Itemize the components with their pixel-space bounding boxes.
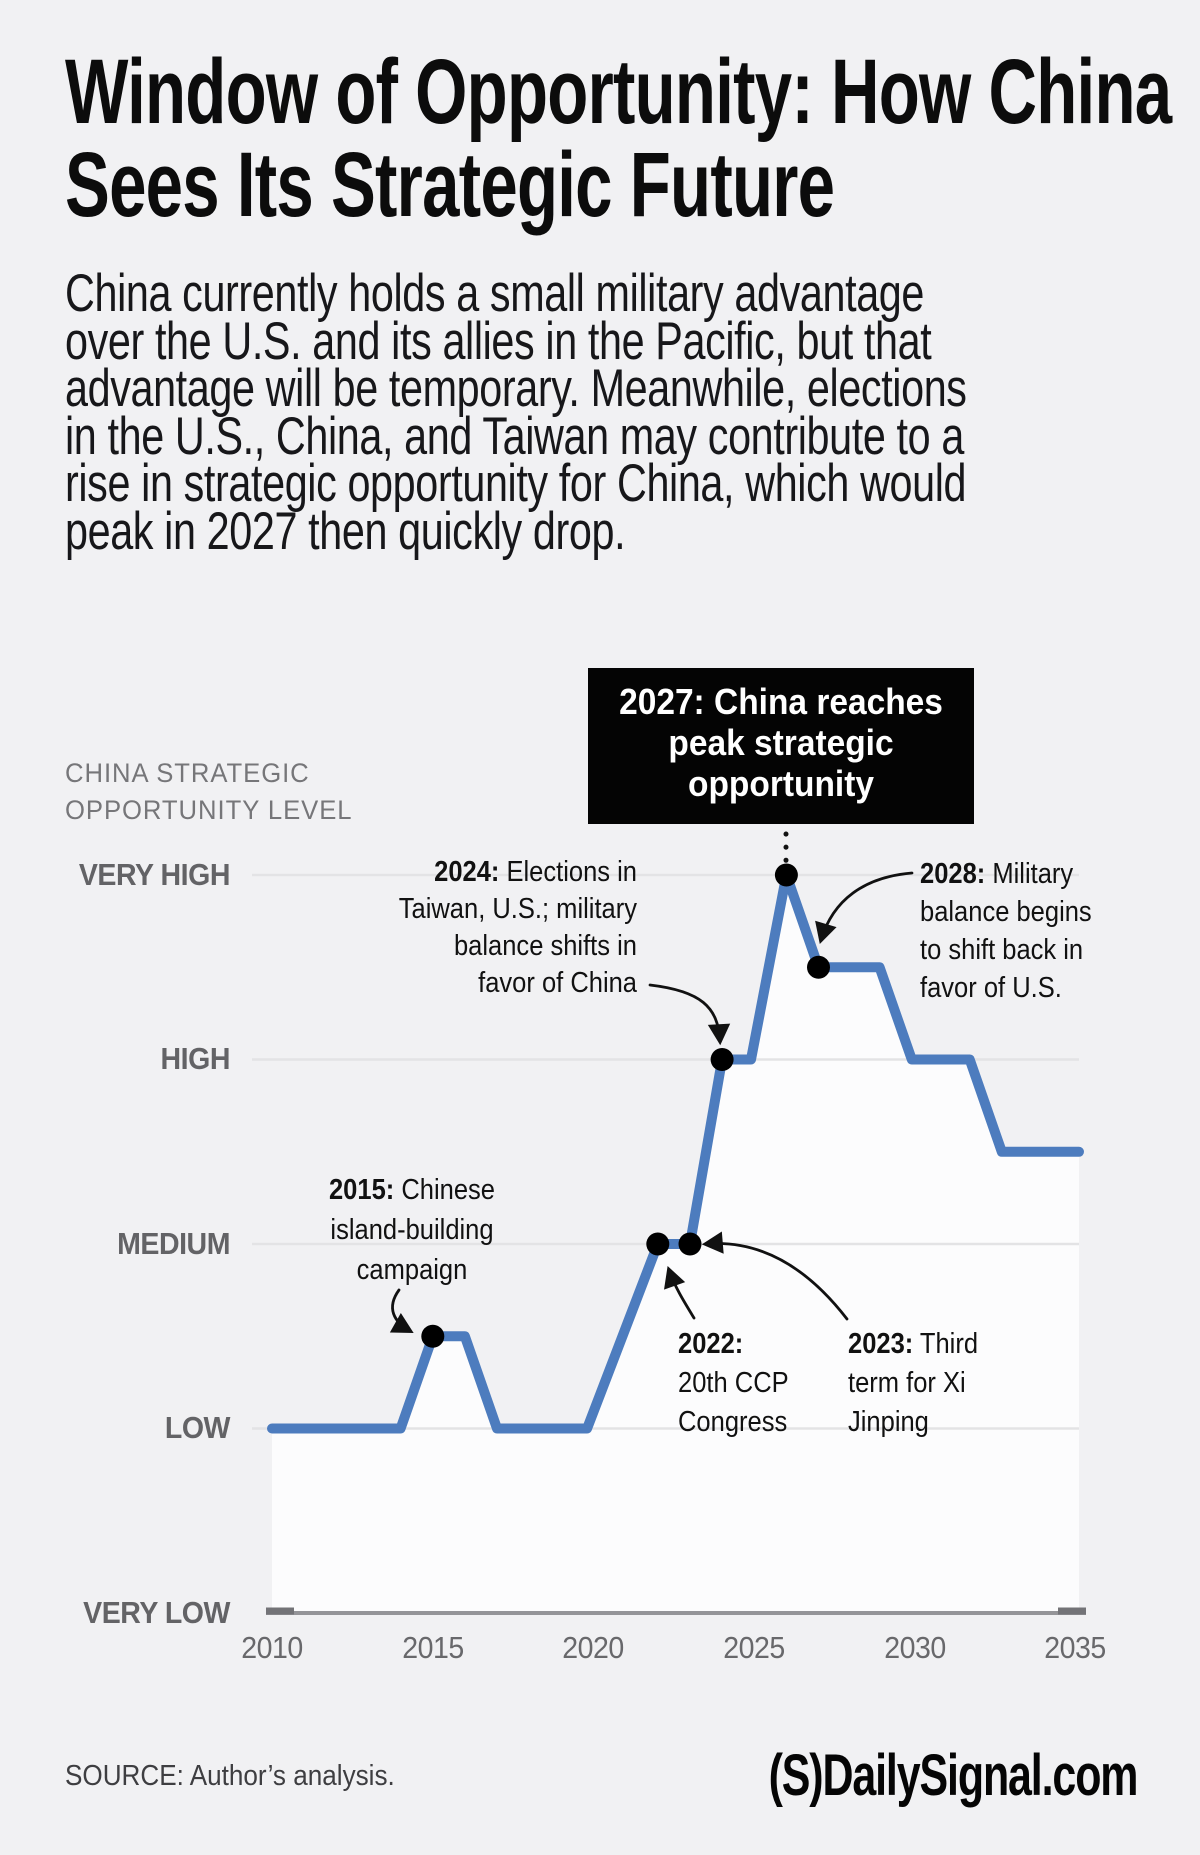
x-axis-line	[266, 1607, 1086, 1615]
x-tick-2020: 2020	[562, 1630, 624, 1665]
intro-line: China currently holds a small military a…	[65, 264, 925, 323]
x-tick-2035: 2035	[1044, 1630, 1106, 1665]
daily-signal-logo-text: DailySignal.com	[822, 1743, 1138, 1808]
callout-year: 2027:	[619, 681, 705, 722]
event-dot	[774, 863, 798, 887]
y-label-medium: MEDIUM	[117, 1226, 230, 1261]
callout-line3: opportunity	[688, 763, 874, 804]
event-dot	[710, 1048, 734, 1071]
event-dots	[421, 863, 830, 1348]
peak-callout-text: 2027: China reaches peak strategic oppor…	[602, 681, 961, 804]
event-dot	[807, 955, 830, 979]
annotation-2028-line3: to shift back in	[920, 934, 1084, 966]
x-tick-2010: 2010	[241, 1630, 303, 1665]
page-title: Window of Opportunity: How China Sees It…	[65, 41, 1172, 236]
page-title-line-2: Sees Its Strategic Future	[65, 134, 835, 236]
x-tick-2015: 2015	[402, 1630, 464, 1665]
annotation-2028-year: 2028:	[920, 858, 986, 890]
callout-line2: peak strategic	[668, 722, 894, 763]
arrow-2028	[815, 871, 914, 945]
annotation-2028: 2028: Military balance begins to shift b…	[920, 855, 1092, 1007]
arrow-2024	[648, 983, 731, 1046]
annotation-2022-line3: Congress	[678, 1406, 788, 1438]
x-tick-2025: 2025	[723, 1630, 785, 1665]
arrow-2015	[389, 1288, 414, 1334]
intro-line: in the U.S., China, and Taiwan may contr…	[65, 406, 964, 466]
annotation-2022-line2: 20th CCP	[678, 1367, 789, 1399]
x-tick-2030: 2030	[884, 1630, 946, 1665]
annotation-2024-line2: Taiwan, U.S.; military	[398, 893, 637, 925]
annotation-2015-year: 2015:	[328, 1174, 395, 1206]
annotation-2023-line3: Jinping	[848, 1406, 929, 1438]
annotation-2023: 2023: Third term for Xi Jinping	[848, 1325, 978, 1442]
y-label-very-high: VERY HIGH	[78, 857, 231, 892]
annotation-2024-line1: Elections in	[499, 856, 637, 888]
callout-line1-rest: China reaches	[704, 681, 943, 722]
arrow-2023	[701, 1231, 849, 1321]
annotation-2023-line2: term for Xi	[848, 1367, 966, 1399]
event-dot	[646, 1232, 670, 1256]
y-axis-title: CHINA STRATEGIC OPPORTUNITY LEVEL	[65, 755, 352, 829]
y-label-very-low: VERY LOW	[83, 1595, 231, 1630]
event-dot	[421, 1324, 445, 1348]
intro-paragraph: China currently holds a small military a…	[65, 264, 967, 561]
annotation-2015: 2015: Chinese island-building campaign	[306, 1170, 517, 1290]
annotation-2028-line1: Military	[985, 858, 1074, 890]
annotation-2024: 2024: Elections in Taiwan, U.S.; militar…	[373, 854, 637, 1002]
daily-signal-logo: (S)DailySignal.com	[768, 1742, 1138, 1809]
intro-line: peak in 2027 then quickly drop.	[65, 501, 626, 561]
annotation-2028-line2: balance begins	[920, 896, 1092, 928]
source-note: SOURCE: Author’s analysis.	[65, 1760, 395, 1792]
annotation-2015-line1: Chinese	[394, 1174, 495, 1206]
y-label-high: HIGH	[160, 1041, 231, 1076]
page-title-line-1: Window of Opportunity: How China	[65, 41, 1172, 143]
intro-line: rise in strategic opportunity for China,…	[65, 454, 967, 513]
event-dot	[678, 1232, 702, 1256]
annotation-2022: 2022: 20th CCP Congress	[678, 1325, 789, 1442]
intro-line: over the U.S. and its allies in the Paci…	[65, 311, 932, 371]
annotation-2022-year: 2022:	[678, 1328, 744, 1360]
arrow-2022	[664, 1266, 696, 1320]
y-label-low: LOW	[164, 1410, 231, 1445]
annotation-2015-line2: island-building	[330, 1214, 494, 1246]
annotation-2024-line4: favor of China	[478, 967, 637, 999]
annotation-2024-year: 2024:	[434, 856, 500, 888]
annotation-arrows	[389, 871, 914, 1334]
annotation-2028-line4: favor of U.S.	[920, 972, 1062, 1004]
y-axis-title-line-2: OPPORTUNITY LEVEL	[65, 795, 353, 825]
peak-callout-box: 2027: China reaches peak strategic oppor…	[588, 668, 974, 824]
intro-line: advantage will be temporary. Meanwhile, …	[65, 359, 967, 418]
daily-signal-logo-mark-icon: (S)	[768, 1743, 823, 1808]
annotation-2023-line1: Third	[913, 1328, 979, 1360]
y-axis-title-line-1: CHINA STRATEGIC	[65, 758, 310, 788]
annotation-2015-line3: campaign	[356, 1254, 468, 1286]
annotation-2024-line3: balance shifts in	[453, 930, 637, 962]
annotation-2023-year: 2023:	[848, 1328, 914, 1360]
